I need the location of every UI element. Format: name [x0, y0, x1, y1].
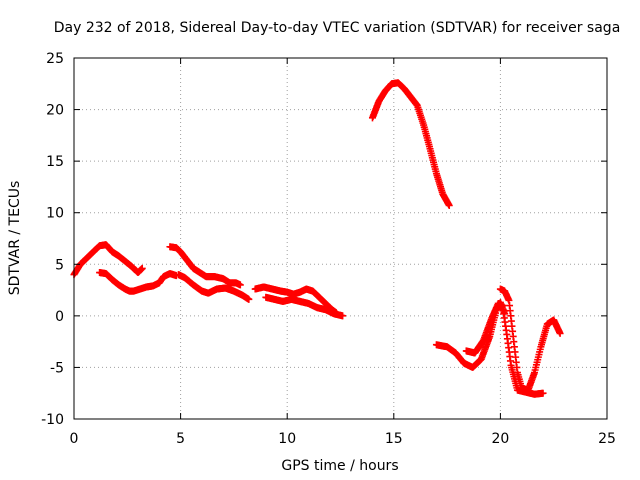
y-tick-label: 15: [46, 154, 64, 170]
series-arc-6: [262, 293, 347, 320]
axis-ticks: 0 5 10 15 20 25 -10 -5 0 5 10 15 20 25: [41, 51, 616, 447]
x-tick-label: 25: [598, 431, 616, 447]
y-tick-label: 5: [55, 257, 64, 273]
plot-frame: [73, 57, 608, 420]
series-arc-1: [70, 241, 146, 279]
x-tick-label: 0: [70, 431, 79, 447]
series-arc-3: [166, 243, 244, 289]
y-tick-label: -10: [41, 412, 64, 428]
y-tick-label: 20: [46, 103, 64, 119]
series-arc-4: [174, 271, 253, 303]
x-axis-label: GPS time / hours: [281, 458, 398, 474]
x-tick-label: 15: [385, 431, 403, 447]
data-point: [138, 264, 146, 272]
series-arc-10: [496, 285, 564, 394]
y-tick-label: 25: [46, 51, 64, 67]
x-tick-label: 10: [278, 431, 296, 447]
data-point: [236, 281, 244, 289]
y-tick-label: 0: [55, 309, 64, 325]
x-tick-label: 5: [176, 431, 185, 447]
data-point: [245, 295, 253, 303]
y-tick-label: -5: [50, 360, 64, 376]
data-point: [445, 201, 453, 209]
data-point: [539, 389, 547, 397]
data-point: [556, 329, 564, 337]
series-arc-9: [462, 299, 547, 398]
grid-lines: [74, 58, 607, 419]
chart-title: Day 232 of 2018, Sidereal Day-to-day VTE…: [54, 20, 621, 36]
x-tick-label: 20: [491, 431, 509, 447]
y-tick-label: 10: [46, 206, 64, 222]
series-arc-7: [368, 79, 453, 209]
data-points: [70, 79, 564, 398]
data-point: [339, 312, 347, 320]
y-axis-label: SDTVAR / TECUs: [7, 181, 23, 296]
